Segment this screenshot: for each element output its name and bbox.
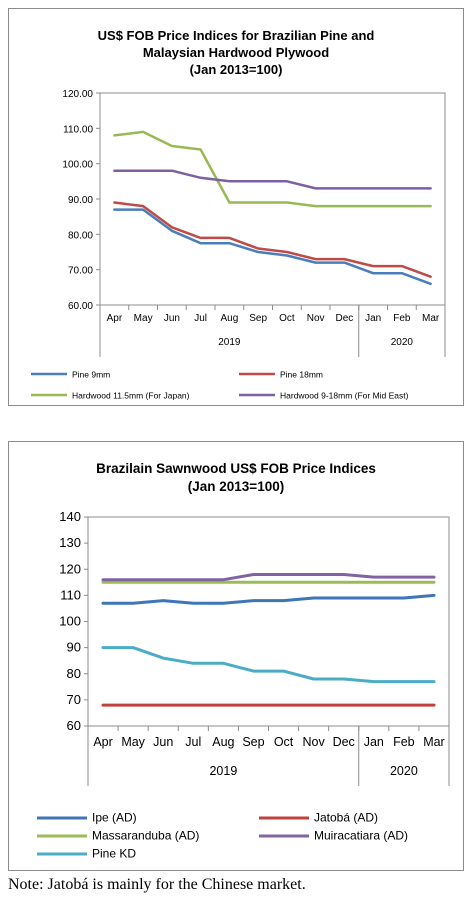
plywood-chart-svg: 60.00 70.00 80.00 90.00 100.00 110.00 120.00 Ap…: [31, 89, 446, 401]
y-tick-label: 110.00: [63, 124, 93, 135]
series-line: [113, 169, 432, 190]
y-tick-label: 60: [67, 718, 81, 733]
series-line: [101, 573, 436, 582]
y-tick-label: 110: [60, 587, 81, 602]
year-group-label: 2020: [390, 764, 418, 778]
chart-title-line-1: Brazilain Sawnwood US$ FOB Price Indices: [96, 461, 376, 476]
x-tick-label: Nov: [307, 313, 325, 324]
legend-label: Pine 9mm: [72, 370, 110, 380]
legend-label: Muiracatiara (AD): [314, 829, 408, 843]
y-tick-label: 120.00: [62, 89, 93, 100]
legend-label: Hardwood 11.5mm (For Japan): [72, 391, 190, 401]
x-tick-label: Aug: [220, 313, 238, 324]
y-tick-label: 100: [59, 614, 81, 629]
series-line: [113, 130, 432, 208]
series-line: [113, 208, 432, 286]
x-tick-label: Mar: [422, 313, 440, 324]
x-tick-label: May: [134, 313, 153, 324]
year-group-label: 2019: [209, 764, 237, 778]
sawnwood-chart-svg: 60 70 80 90 100 110 120 130 140 Apr May Jun Jul Aug Se…: [37, 509, 450, 861]
x-tick-label: Jun: [164, 313, 180, 324]
legend-label: Pine 18mm: [280, 370, 323, 380]
x-tick-label: Dec: [335, 313, 353, 324]
y-tick-label: 80: [67, 666, 81, 681]
x-tick-label: Jun: [153, 735, 173, 749]
series-line: [101, 593, 436, 605]
x-tick-label: Feb: [393, 313, 411, 324]
x-tick-label: Oct: [274, 735, 294, 749]
y-tick-label: 70.00: [68, 266, 93, 277]
y-tick-label: 130: [59, 535, 81, 550]
chart-title-line-2: (Jan 2013=100): [187, 479, 285, 494]
x-tick-label: Apr: [107, 313, 123, 324]
x-tick-label: Jan: [365, 313, 381, 324]
legend-label: Ipe (AD): [92, 811, 137, 825]
y-tick-label: 90.00: [68, 195, 93, 206]
sawnwood-chart-panel: Brazilain Sawnwood US$ FOB Price Indices…: [8, 441, 464, 871]
x-tick-label: Apr: [93, 735, 112, 749]
y-tick-label: 80.00: [68, 230, 93, 241]
plywood-chart-panel: US$ FOB Price Indices for Brazilian Pine…: [8, 8, 464, 406]
x-tick-label: Dec: [333, 735, 355, 749]
x-tick-label: Jan: [364, 735, 384, 749]
x-tick-label: Aug: [212, 735, 234, 749]
legend-label: Pine KD: [92, 847, 136, 861]
footnote: Note: Jatobá is mainly for the Chinese m…: [8, 876, 306, 893]
series-line: [113, 201, 432, 278]
y-tick-label: 100.00: [62, 160, 93, 171]
x-tick-label: Sep: [249, 313, 267, 324]
chart-title-line-2: Malaysian Hardwood Plywood: [142, 45, 330, 60]
x-tick-label: Oct: [279, 313, 295, 324]
x-tick-label: Mar: [423, 735, 445, 749]
y-tick-label: 90: [67, 640, 81, 655]
y-tick-label: 60.00: [68, 301, 93, 312]
chart-title: US$ FOB Price Indices for Brazilian Pine…: [9, 27, 463, 78]
legend-label: Massaranduba (AD): [92, 829, 199, 843]
x-tick-label: Nov: [303, 735, 326, 749]
series-line: [101, 646, 436, 684]
x-tick-label: May: [121, 735, 145, 749]
legend-label: Hardwood 9-18mm (For Mid East): [280, 391, 409, 401]
legend-label: Jatobá (AD): [314, 811, 378, 825]
year-group-label: 2019: [218, 337, 241, 348]
x-tick-label: Feb: [393, 735, 415, 749]
chart-title-line-1: US$ FOB Price Indices for Brazilian Pine…: [97, 28, 375, 43]
x-tick-label: Jul: [185, 735, 201, 749]
x-tick-label: Jul: [194, 313, 207, 324]
chart-title: Brazilain Sawnwood US$ FOB Price Indices…: [9, 460, 463, 496]
year-group-label: 2020: [391, 337, 414, 348]
y-tick-label: 120: [59, 561, 81, 576]
y-tick-label: 70: [67, 692, 81, 707]
plot-area: [87, 516, 450, 727]
chart-title-line-3: (Jan 2013=100): [189, 62, 283, 77]
y-tick-label: 140: [59, 509, 81, 524]
x-tick-label: Sep: [242, 735, 264, 749]
